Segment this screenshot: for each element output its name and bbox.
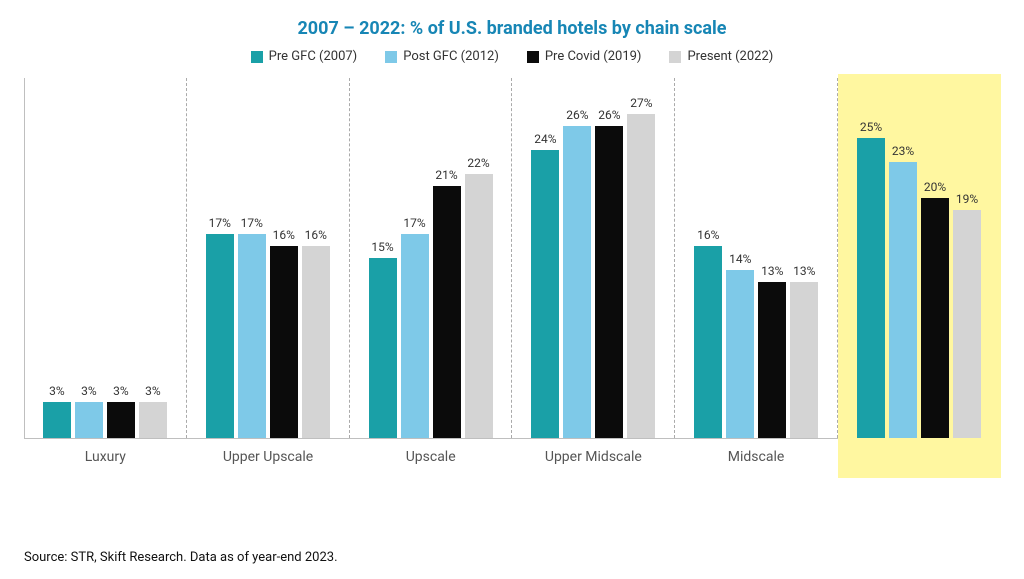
category-group: 15%17%21%22% [349, 78, 512, 438]
plot-area: 3%3%3%3%17%17%16%16%15%17%21%22%24%26%26… [24, 78, 1000, 439]
bar: 3% [75, 402, 103, 438]
legend: Pre GFC (2007) Post GFC (2012) Pre Covid… [24, 49, 1000, 64]
bar-value-label: 13% [761, 264, 783, 278]
bar-value-label: 13% [793, 264, 815, 278]
bar-value-label: 15% [371, 240, 393, 254]
bar: 21% [433, 186, 461, 438]
legend-swatch [385, 51, 397, 63]
bar-cluster: 24%26%26%27% [512, 78, 674, 438]
bar-value-label: 17% [403, 216, 425, 230]
chart-area: 3%3%3%3%17%17%16%16%15%17%21%22%24%26%26… [24, 78, 1000, 478]
bar-value-label: 23% [892, 144, 914, 158]
legend-label: Pre GFC (2007) [269, 49, 358, 64]
bar-value-label: 16% [273, 228, 295, 242]
bar: 3% [43, 402, 71, 438]
legend-item: Pre Covid (2019) [527, 49, 642, 64]
legend-swatch [669, 51, 681, 63]
bar: 15% [369, 258, 397, 438]
legend-item: Post GFC (2012) [385, 49, 499, 64]
bar: 16% [694, 246, 722, 438]
bar-value-label: 20% [924, 180, 946, 194]
category-label: Luxury [24, 439, 187, 479]
category-group: 24%26%26%27% [511, 78, 674, 438]
bar-value-label: 3% [81, 384, 97, 398]
bar-value-label: 27% [630, 96, 652, 110]
category-group: 16%14%13%13% [674, 78, 837, 438]
category-label: Midscale [675, 439, 838, 479]
bar-value-label: 26% [566, 108, 588, 122]
bar-value-label: 17% [209, 216, 231, 230]
bar: 26% [563, 126, 591, 438]
bar: 23% [889, 162, 917, 438]
legend-swatch [527, 51, 539, 63]
bar-value-label: 19% [956, 192, 978, 206]
chart-page: 2007 – 2022: % of U.S. branded hotels by… [0, 0, 1024, 579]
bar: 26% [595, 126, 623, 438]
category-group: 17%17%16%16% [186, 78, 349, 438]
bar: 24% [531, 150, 559, 438]
bar-value-label: 25% [860, 120, 882, 134]
category-label: Upper Midscale [512, 439, 675, 479]
bar: 14% [726, 270, 754, 438]
bar-value-label: 3% [145, 384, 161, 398]
bar: 25% [857, 138, 885, 438]
legend-label: Present (2022) [687, 49, 773, 64]
bar: 16% [302, 246, 330, 438]
bar: 17% [238, 234, 266, 438]
bar-cluster: 3%3%3%3% [24, 78, 186, 438]
bar: 16% [270, 246, 298, 438]
bar-value-label: 16% [305, 228, 327, 242]
bar-value-label: 21% [435, 168, 457, 182]
bar-value-label: 3% [113, 384, 129, 398]
bar-value-label: 26% [598, 108, 620, 122]
bar: 3% [107, 402, 135, 438]
bar-cluster: 15%17%21%22% [350, 78, 512, 438]
bar-value-label: 14% [729, 252, 751, 266]
bar: 13% [790, 282, 818, 438]
legend-item: Pre GFC (2007) [251, 49, 358, 64]
category-group: 25%23%20%19% [837, 78, 1000, 438]
bar: 27% [627, 114, 655, 438]
source-text: Source: STR, Skift Research. Data as of … [24, 550, 338, 565]
bar-value-label: 17% [241, 216, 263, 230]
bar-value-label: 24% [534, 132, 556, 146]
category-group: 3%3%3%3% [24, 78, 186, 438]
bar-value-label: 22% [467, 156, 489, 170]
bar-value-label: 16% [697, 228, 719, 242]
bar: 17% [206, 234, 234, 438]
legend-label: Pre Covid (2019) [545, 49, 642, 64]
bar-value-label: 3% [49, 384, 65, 398]
bar: 17% [401, 234, 429, 438]
bar-cluster: 25%23%20%19% [838, 78, 1000, 438]
bar: 3% [139, 402, 167, 438]
category-label: Upper Upscale [187, 439, 350, 479]
bar-cluster: 16%14%13%13% [675, 78, 837, 438]
bar: 19% [953, 210, 981, 438]
bar: 13% [758, 282, 786, 438]
legend-item: Present (2022) [669, 49, 773, 64]
bar: 22% [465, 174, 493, 438]
bar-cluster: 17%17%16%16% [187, 78, 349, 438]
bar: 20% [921, 198, 949, 438]
category-label: Upscale [349, 439, 512, 479]
legend-label: Post GFC (2012) [403, 49, 499, 64]
chart-title: 2007 – 2022: % of U.S. branded hotels by… [24, 18, 1000, 39]
legend-swatch [251, 51, 263, 63]
